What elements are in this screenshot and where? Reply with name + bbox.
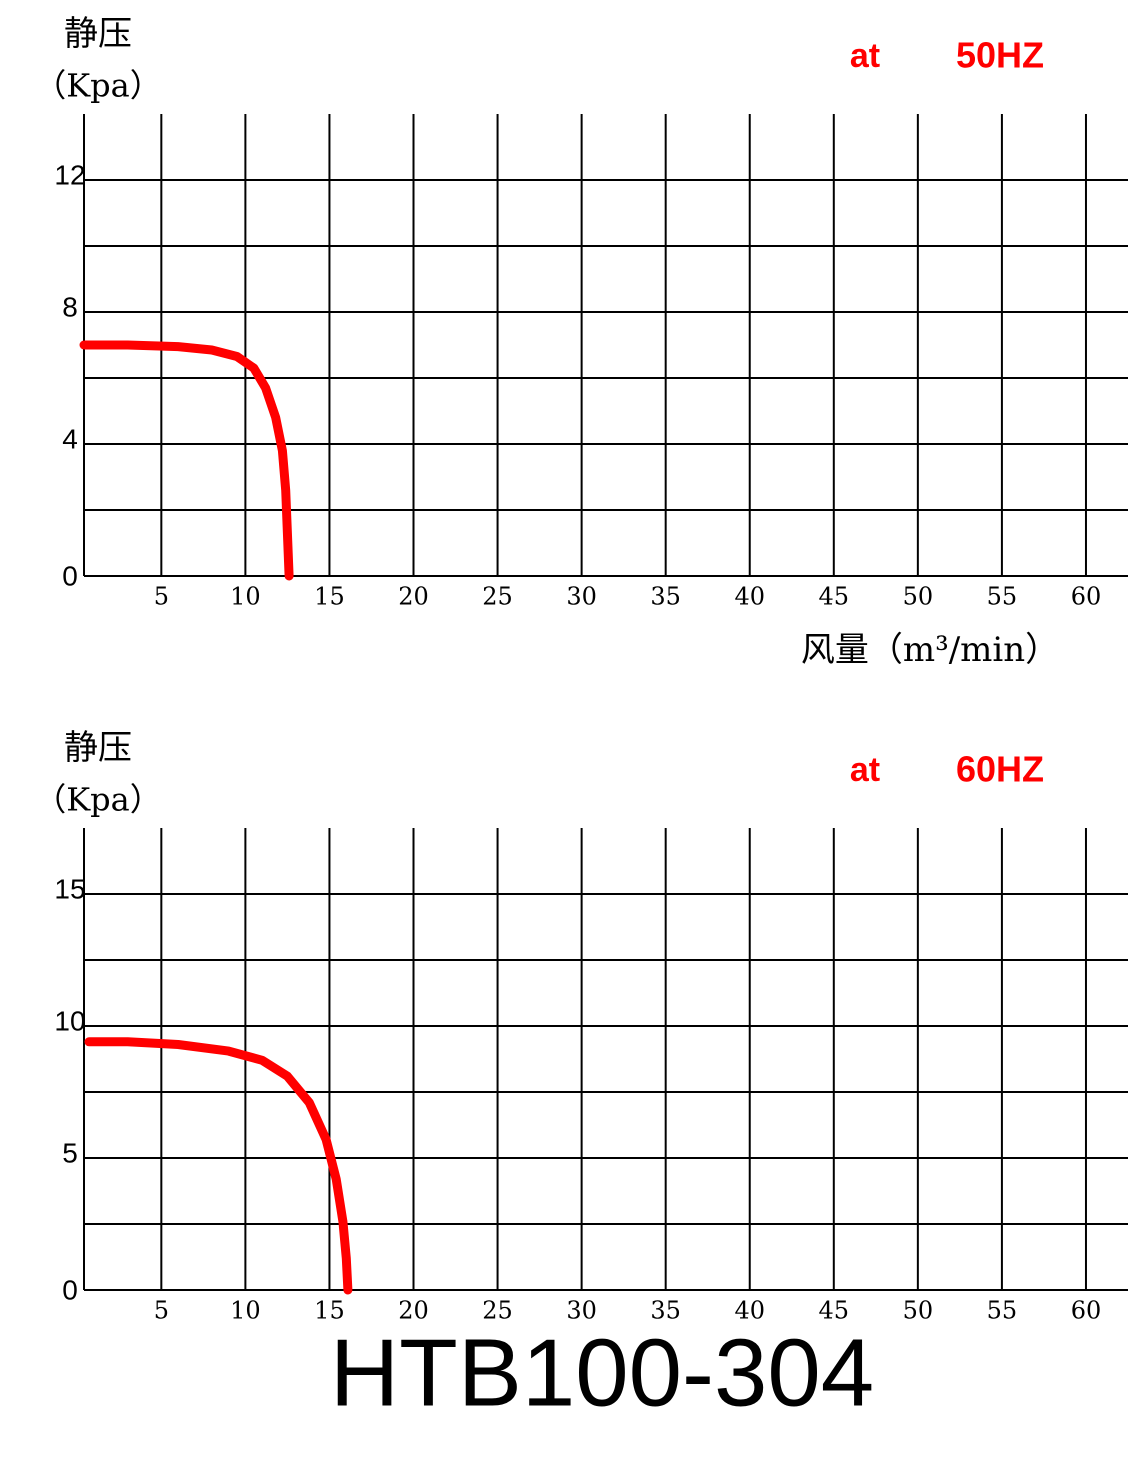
x-tick-label: 45: [819, 583, 850, 611]
y-axis-label: 静压: [64, 14, 132, 54]
x-tick-label: 35: [650, 583, 681, 611]
y-axis-unit: （Kpa）: [34, 781, 161, 819]
frequency: 60HZ: [956, 749, 1044, 790]
x-tick-label: 55: [987, 583, 1018, 611]
x-tick-label: 50: [903, 583, 934, 611]
x-tick-label: 20: [398, 1297, 429, 1325]
y-tick-label: 12: [54, 159, 85, 190]
y-axis-label: 静压: [64, 728, 132, 768]
x-tick-label: 10: [230, 583, 261, 611]
x-tick-label: 25: [482, 1297, 513, 1325]
x-tick-label: 5: [154, 1297, 169, 1325]
y-tick-label: 8: [62, 291, 78, 322]
x-tick-label: 40: [734, 583, 765, 611]
x-tick-label: 15: [314, 1297, 345, 1325]
x-tick-label: 40: [734, 1297, 765, 1325]
y-axis-unit: （Kpa）: [34, 67, 161, 105]
x-tick-label: 60: [1071, 583, 1102, 611]
x-tick-label: 25: [482, 583, 513, 611]
curve: [84, 1037, 353, 1295]
x-tick-label: 30: [566, 1297, 597, 1325]
x-tick-label: 60: [1071, 1297, 1102, 1325]
y-tick-label: 10: [54, 1005, 85, 1036]
x-tick-label: 30: [566, 583, 597, 611]
y-tick-label: 4: [62, 423, 78, 454]
annotation: at: [850, 37, 880, 75]
x-tick-label: 55: [987, 1297, 1018, 1325]
curve: [79, 340, 294, 581]
y-tick-label: 15: [54, 873, 85, 904]
annotation: at: [850, 751, 880, 789]
x-tick-label: 15: [314, 583, 345, 611]
y-tick-label: 0: [62, 560, 78, 591]
x-tick-label: 35: [650, 1297, 681, 1325]
y-tick-label: 0: [62, 1274, 78, 1305]
x-tick-label: 20: [398, 583, 429, 611]
x-tick-label: 10: [230, 1297, 261, 1325]
x-axis-label: 风量（m³/min）: [801, 630, 1059, 670]
frequency: 50HZ: [956, 35, 1044, 76]
x-tick-label: 50: [903, 1297, 934, 1325]
y-tick-label: 5: [62, 1137, 78, 1168]
model-title: HTB100-304: [330, 1319, 874, 1426]
x-tick-label: 5: [154, 583, 169, 611]
x-tick-label: 45: [819, 1297, 850, 1325]
